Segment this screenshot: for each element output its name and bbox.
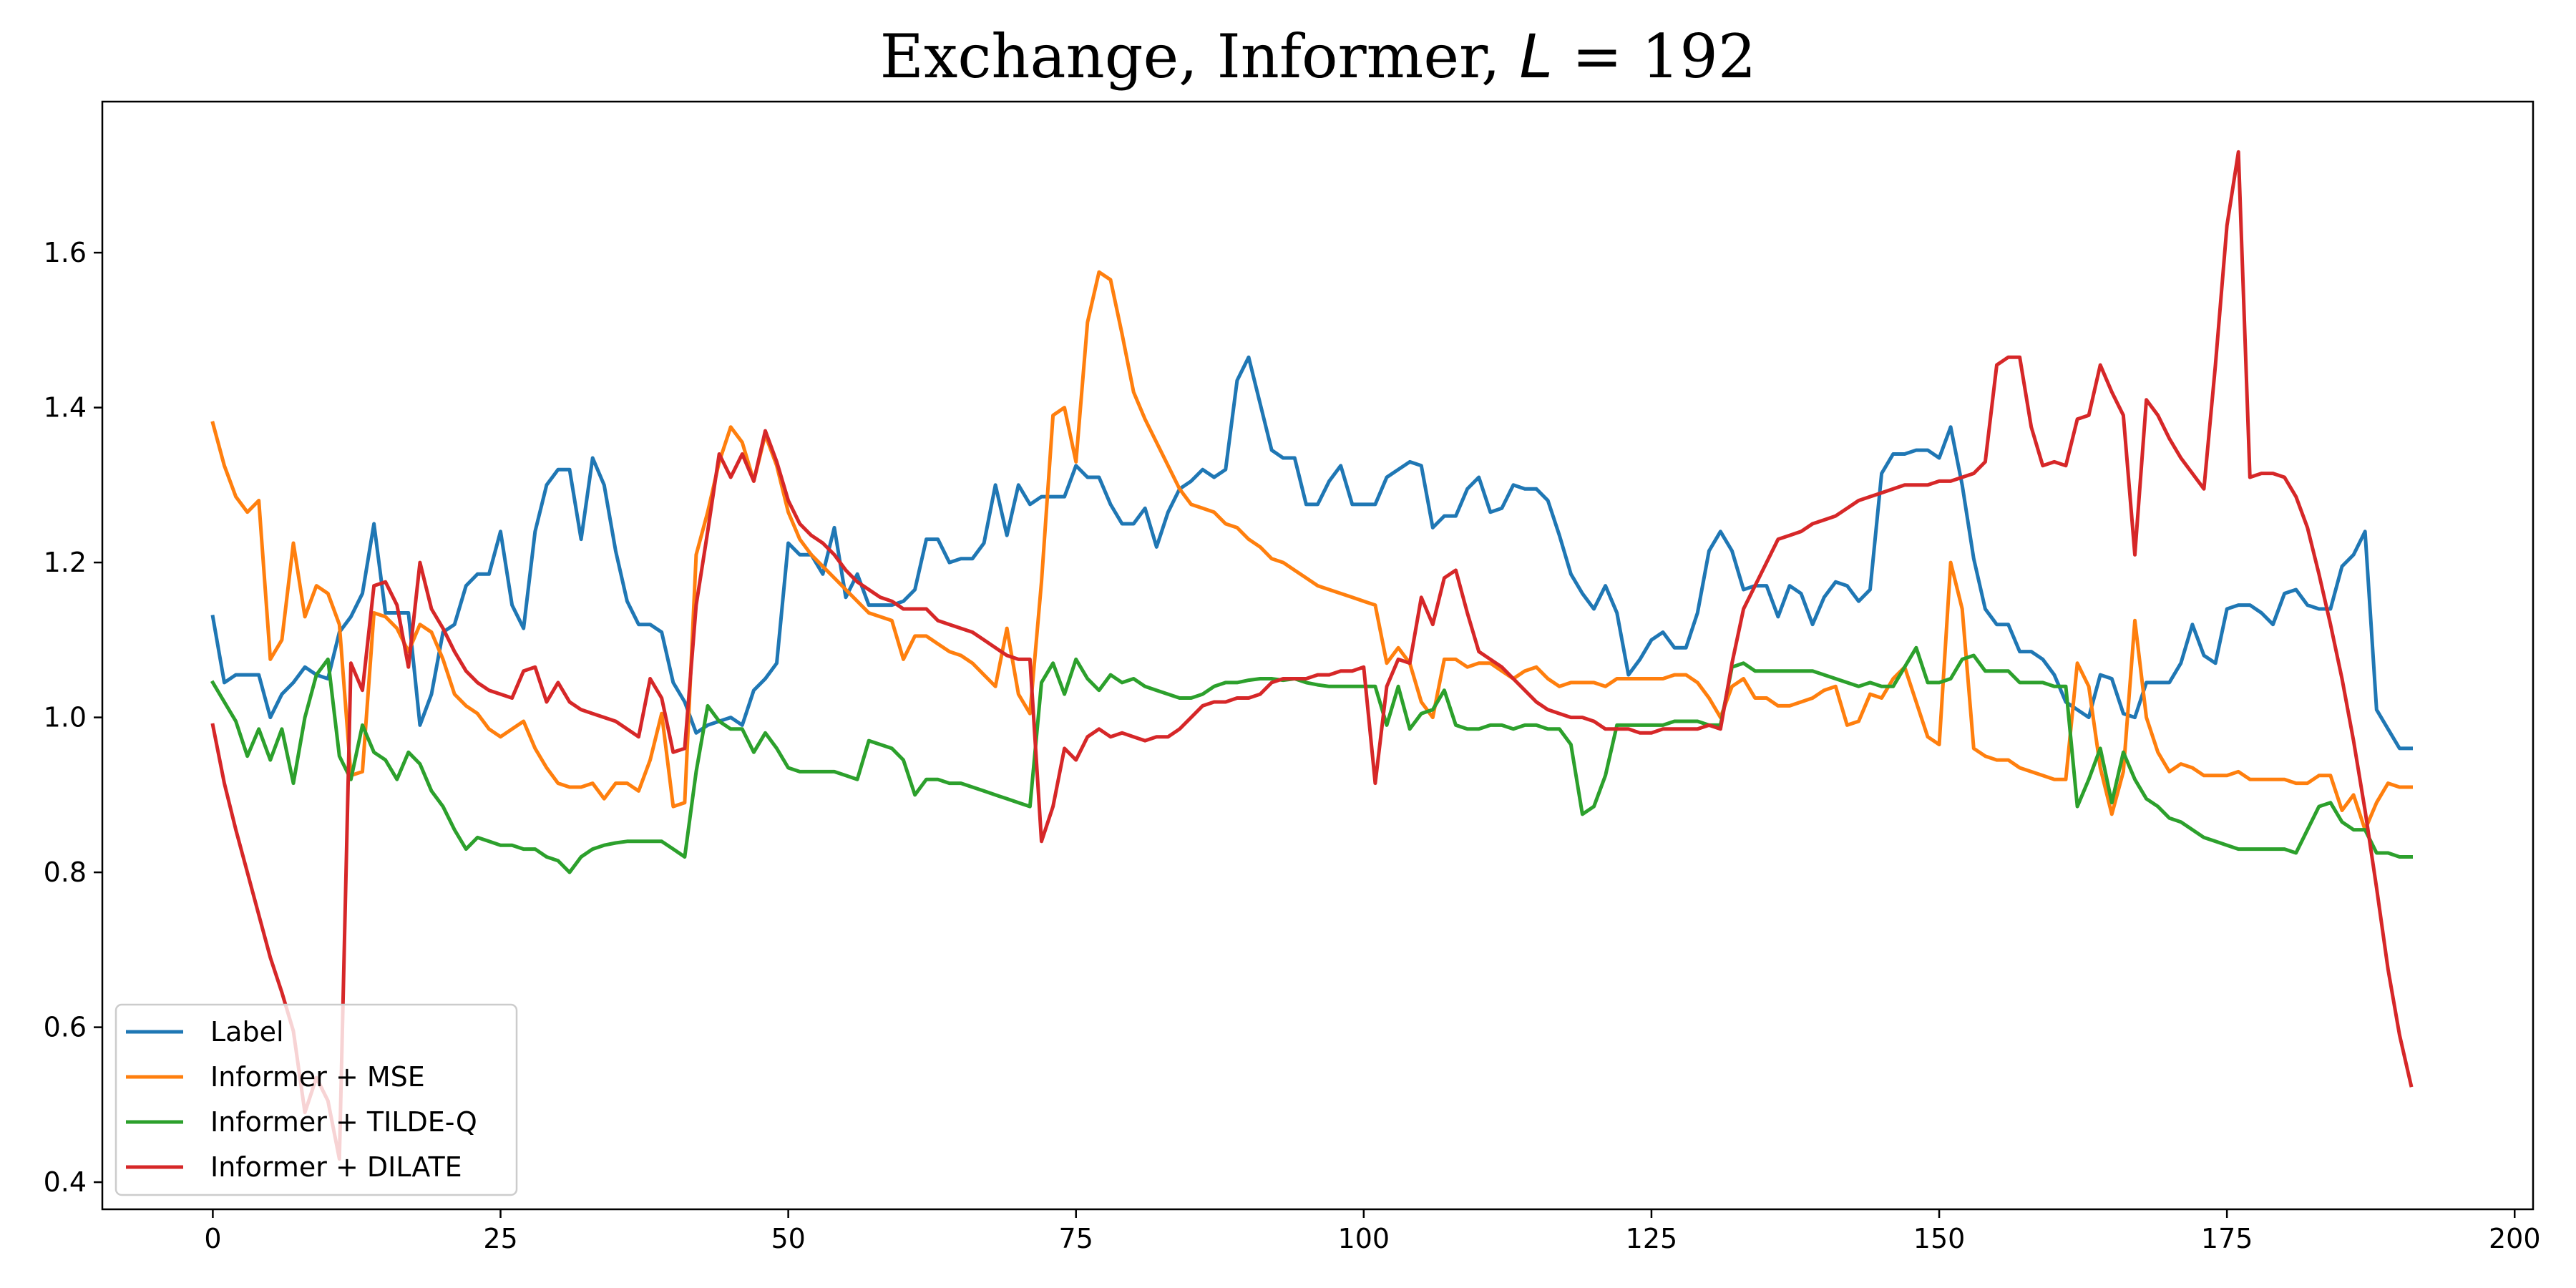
x-tick-label-3: 75: [1059, 1223, 1093, 1254]
x-tick-label-8: 200: [2489, 1223, 2541, 1254]
legend: Label Informer + MSE Informer + TILDE-Q Inf…: [114, 1003, 518, 1196]
x-tick-label-5: 125: [1626, 1223, 1678, 1254]
chart-title-suffix: = 192: [1553, 21, 1756, 92]
y-tick-label-4: 1.2: [44, 547, 87, 578]
series-line-0: [210, 355, 2413, 751]
legend-label-1: Informer + MSE: [210, 1061, 425, 1093]
x-tick-label-1: 25: [483, 1223, 517, 1254]
chart-title-variable: L: [1519, 21, 1553, 92]
series-line-1: [210, 270, 2413, 832]
plot-frame: [101, 100, 2534, 1211]
y-tick-label-3: 1.0: [44, 702, 87, 733]
legend-label-0: Label: [210, 1016, 284, 1048]
y-tick-label-1: 0.6: [44, 1012, 87, 1043]
y-tick-label-6: 1.6: [44, 237, 87, 268]
y-tick-label-0: 0.4: [44, 1166, 87, 1198]
legend-label-3: Informer + DILATE: [210, 1151, 462, 1183]
x-tick-label-7: 175: [2201, 1223, 2253, 1254]
legend-label-2: Informer + TILDE-Q: [210, 1106, 477, 1138]
x-tick-label-0: 0: [204, 1223, 221, 1254]
series-layer: [210, 150, 2414, 1161]
y-tick-label-2: 0.8: [44, 857, 87, 888]
y-axis: 0.4 0.6 0.8 1.0 1.2 1.4 1.6: [44, 237, 102, 1198]
y-tick-label-5: 1.4: [44, 392, 87, 424]
series-line-2: [210, 645, 2413, 874]
x-axis: 0 25 50 75 100 125 150 175 200: [204, 1209, 2541, 1254]
legend-box: [114, 1003, 518, 1196]
x-tick-label-4: 100: [1338, 1223, 1390, 1254]
x-tick-label-6: 150: [1913, 1223, 1966, 1254]
series-line-3: [210, 150, 2414, 1161]
chart-title-prefix: Exchange, Informer,: [880, 21, 1520, 92]
x-tick-label-2: 50: [771, 1223, 805, 1254]
chart-title: Exchange, Informer, L = 192: [880, 21, 1757, 92]
